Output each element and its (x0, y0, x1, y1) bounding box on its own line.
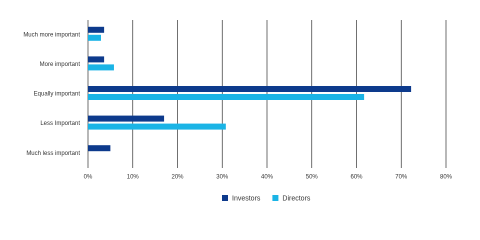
x-tick-label: 40% (261, 175, 274, 181)
y-tick-label: More important (40, 62, 81, 68)
chart: 0% 10% 20% 30% 40% 50% 60% 70% 80% Much more impo… (23, 20, 453, 202)
y-tick-label: Less Important (40, 121, 80, 127)
bar (88, 94, 365, 100)
bar (88, 34, 101, 41)
bar (88, 64, 114, 71)
y-tick-label: Much more important (23, 32, 80, 38)
bar (88, 115, 165, 122)
bar (88, 86, 412, 92)
legend-swatch (222, 195, 228, 201)
x-tick-label: 60% (350, 175, 363, 181)
legend-swatch (272, 195, 279, 201)
y-tick-label: Much less important (26, 151, 80, 157)
bar (88, 145, 111, 152)
bar (88, 26, 105, 33)
bar (88, 123, 226, 130)
x-tick-label: 70% (395, 175, 408, 181)
bar (88, 56, 105, 63)
x-tick-label: 50% (306, 175, 319, 181)
legend-label: Investors (232, 195, 261, 202)
x-tick-label: 0% (84, 175, 93, 181)
x-tick-label: 80% (440, 175, 453, 181)
legend: Investors Directors (222, 195, 311, 202)
x-tick-label: 20% (171, 175, 184, 181)
x-tick-label: 10% (127, 175, 140, 181)
legend-label: Directors (282, 195, 311, 202)
y-tick-label: Equally important (34, 92, 81, 98)
x-tick-label: 30% (216, 175, 229, 181)
